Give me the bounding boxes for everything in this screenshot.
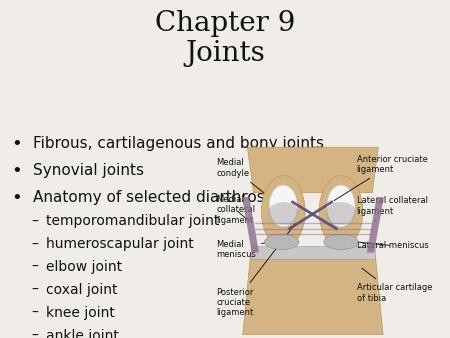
Ellipse shape <box>324 234 358 249</box>
Text: temporomandibular joint: temporomandibular joint <box>46 214 219 228</box>
Ellipse shape <box>327 185 355 227</box>
Text: –: – <box>32 237 38 251</box>
Text: Anatomy of selected diarthroses: Anatomy of selected diarthroses <box>33 190 282 205</box>
Text: humeroscapular joint: humeroscapular joint <box>46 237 194 251</box>
Ellipse shape <box>325 202 356 225</box>
Text: •: • <box>11 135 22 153</box>
Text: Synovial joints: Synovial joints <box>33 163 144 178</box>
Text: •: • <box>11 189 22 207</box>
Text: –: – <box>32 260 38 274</box>
Text: Medial
meniscus: Medial meniscus <box>216 240 266 259</box>
Text: Anterior cruciate
ligament: Anterior cruciate ligament <box>334 154 427 201</box>
Text: coxal joint: coxal joint <box>46 283 117 297</box>
Text: Articular cartilage
of tibia: Articular cartilage of tibia <box>356 268 432 303</box>
Text: knee joint: knee joint <box>46 306 115 320</box>
Ellipse shape <box>268 202 299 225</box>
Text: elbow joint: elbow joint <box>46 260 122 274</box>
Text: Lateral meniscus: Lateral meniscus <box>356 241 428 250</box>
Text: Chapter 9
Joints: Chapter 9 Joints <box>155 10 295 67</box>
Text: –: – <box>32 306 38 320</box>
Text: Posterior
cruciate
ligament: Posterior cruciate ligament <box>216 223 296 317</box>
Text: Fibrous, cartilagenous and bony joints: Fibrous, cartilagenous and bony joints <box>33 136 324 151</box>
Text: –: – <box>32 329 38 338</box>
Text: –: – <box>32 283 38 297</box>
Text: Medial
condyle: Medial condyle <box>216 159 264 193</box>
Text: –: – <box>32 214 38 228</box>
Polygon shape <box>251 246 375 259</box>
Ellipse shape <box>319 176 363 247</box>
Ellipse shape <box>265 234 299 249</box>
Text: Medial
collateral
ligament: Medial collateral ligament <box>216 195 255 224</box>
Text: Lateral collateral
ligament: Lateral collateral ligament <box>356 196 428 221</box>
Ellipse shape <box>261 176 305 247</box>
Text: •: • <box>11 162 22 180</box>
Ellipse shape <box>269 185 297 227</box>
Polygon shape <box>243 255 383 335</box>
Text: ankle joint: ankle joint <box>46 329 119 338</box>
Polygon shape <box>248 147 378 193</box>
